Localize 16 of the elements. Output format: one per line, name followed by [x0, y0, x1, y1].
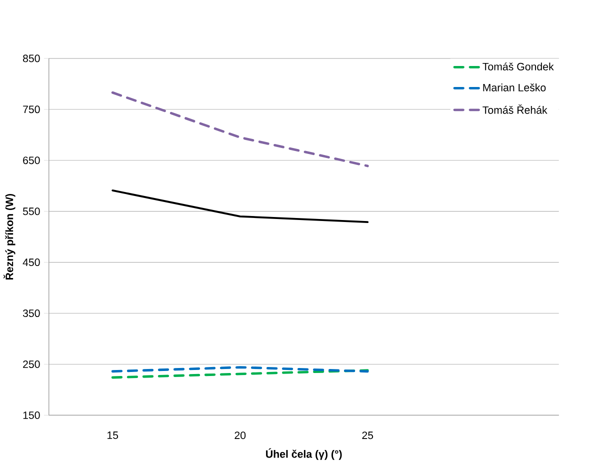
y-tick-label: 850	[23, 54, 40, 62]
y-tick-label: 250	[23, 360, 40, 368]
legend-label: Tomáš Gondek	[482, 62, 554, 70]
x-tick-label: 25	[362, 431, 374, 439]
x-tick-label: 20	[234, 431, 246, 439]
legend-label: Marian Leško	[483, 83, 546, 92]
y-tick-label: 550	[22, 207, 40, 215]
x-tick-label: 15	[108, 431, 118, 439]
legend-label: Tomáš Řehák	[482, 104, 548, 114]
x-axis-title: Úhel čela (γ) (°)	[266, 448, 342, 460]
y-tick-label: 350	[22, 309, 40, 317]
y-tick-label: 150	[23, 411, 40, 419]
y-tick-label: 750	[23, 105, 40, 113]
y-tick-label: 450	[22, 258, 40, 266]
y-tick-label: 650	[23, 156, 40, 164]
y-axis-title: Řezný příkon (W)	[4, 194, 16, 280]
